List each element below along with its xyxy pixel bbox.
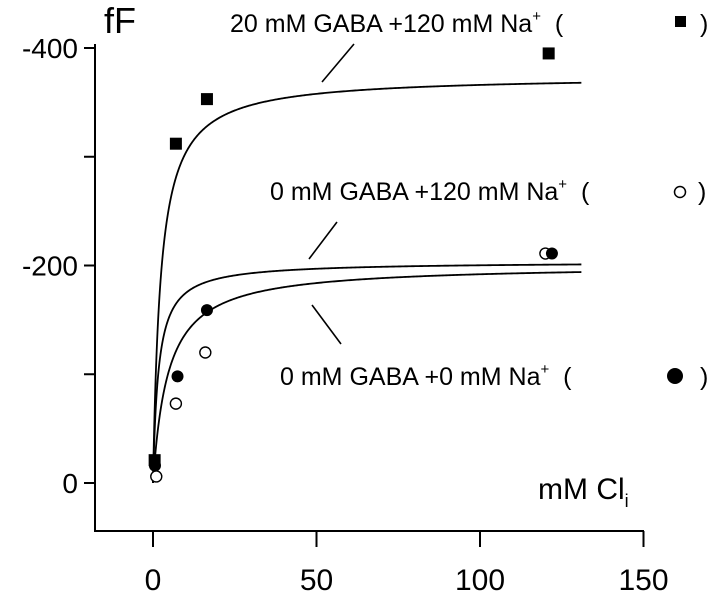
leader-line	[321, 43, 355, 83]
svg-text:): )	[698, 178, 706, 206]
x-tick-label: 100	[455, 564, 505, 596]
fit-curve	[152, 271, 582, 484]
svg-text:): )	[700, 10, 708, 38]
svg-text:0 mM GABA +0 mM Na+ (: 0 mM GABA +0 mM Na+ (	[280, 361, 572, 391]
y-tick-label: 0	[62, 468, 78, 499]
y-tick-label: -200	[22, 251, 78, 282]
data-point-filled-circle	[545, 247, 558, 260]
fit-curve	[152, 263, 582, 483]
x-tick-label: 50	[300, 564, 333, 596]
fit-curves	[152, 81, 582, 484]
legend-label-series-3: 0 mM GABA +0 mM Na+ ( )	[280, 304, 708, 391]
y-axis-label: fF	[104, 0, 136, 41]
data-point-open-circle	[199, 346, 212, 359]
data-point-filled-circle	[171, 370, 184, 383]
svg-text:0 mM GABA +120 mM Na+ (: 0 mM GABA +120 mM Na+ (	[270, 176, 590, 206]
data-point-open-circle	[150, 470, 163, 483]
legend-marker-filled-circle	[667, 368, 683, 384]
data-point-square	[169, 137, 182, 150]
svg-text:): )	[700, 363, 708, 391]
data-point-filled-circle	[148, 459, 161, 472]
fit-curve	[152, 81, 582, 483]
x-tick-label: 0	[145, 564, 162, 596]
x-axis-label-subscript: i	[625, 491, 629, 511]
legend-marker-open-circle	[673, 185, 687, 199]
svg-text:20 mM GABA +120 mM Na+ (: 20 mM GABA +120 mM Na+ (	[230, 8, 564, 38]
y-tick-label: -400	[22, 33, 78, 64]
x-tick-label: 150	[618, 564, 668, 596]
data-point-square	[542, 47, 555, 60]
legend-marker-filled-square	[675, 16, 686, 27]
data-point-square	[200, 93, 213, 106]
leader-line	[311, 304, 342, 345]
legend-label-series-1: 20 mM GABA +120 mM Na+ ( )	[230, 8, 708, 83]
data-points	[148, 47, 558, 483]
legend-label-series-2: 0 mM GABA +120 mM Na+ ( )	[270, 176, 706, 260]
data-point-filled-circle	[200, 304, 213, 317]
leader-line	[308, 221, 338, 260]
x-axis-label: mM Cli	[538, 473, 629, 511]
data-point-open-circle	[169, 397, 183, 410]
axes	[94, 44, 644, 532]
ticks: 0 50 100 150 0 -200 -400	[22, 33, 669, 596]
